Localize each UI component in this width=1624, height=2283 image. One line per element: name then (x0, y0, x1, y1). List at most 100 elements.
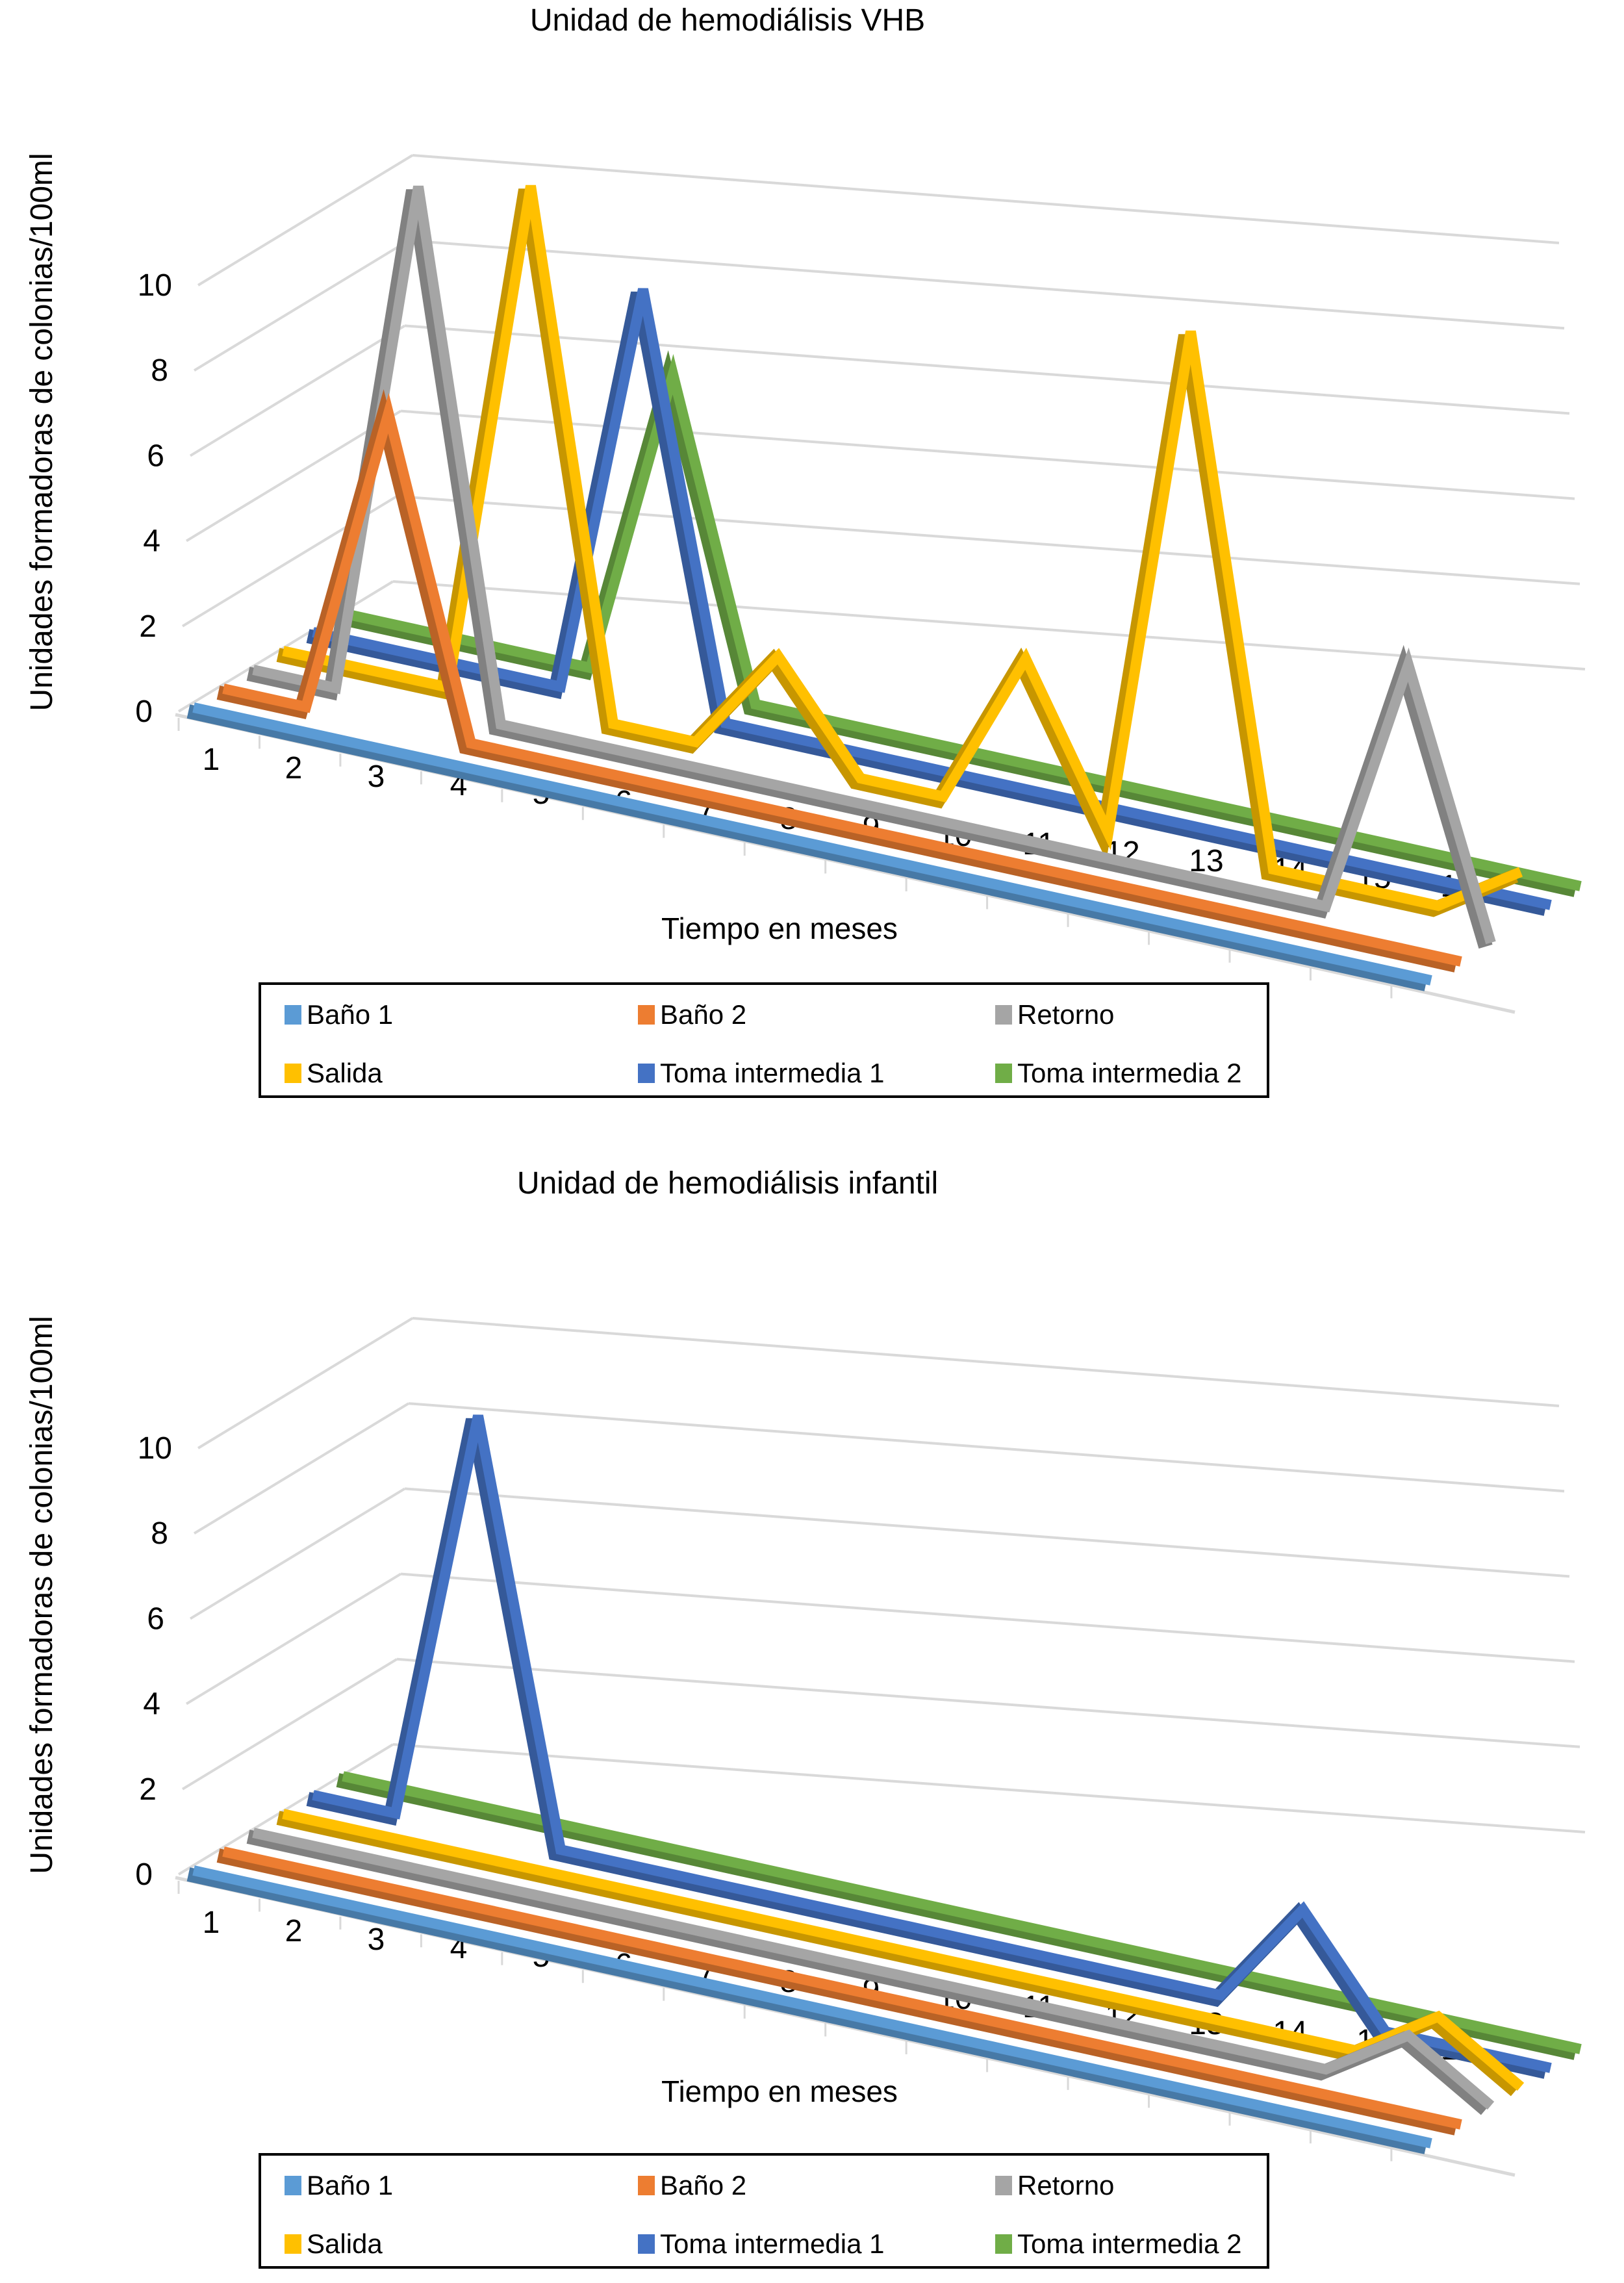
legend-label: Toma intermedia 2 (1017, 1058, 1242, 1088)
y-tick-label: 8 (151, 353, 168, 388)
series-line (222, 1846, 1462, 2130)
legend-label: Baño 2 (660, 999, 747, 1030)
gridline-back (400, 1572, 1575, 1663)
gridline-back (396, 1657, 1580, 1748)
legend: Baño 1 Baño 2 Retorno Salida Toma intermedia… (259, 2153, 1269, 2269)
gridline-side (193, 1402, 410, 1535)
y-tick-label: 6 (147, 1601, 164, 1636)
y-axis-title: Unidades formadoras de colonias/100ml (25, 153, 59, 711)
gridline-back (404, 324, 1570, 415)
series-line (282, 1809, 1525, 2091)
gridline-side (185, 409, 402, 542)
gridline-back (408, 239, 1565, 330)
legend-item: Baño 2 (638, 999, 746, 1030)
x-tick-label: 2 (285, 751, 303, 785)
chart-title: Unidad de hemodiálisis infantil (516, 1166, 939, 1201)
legend-swatch (995, 1064, 1012, 1083)
legend-label: Toma intermedia 1 (660, 1058, 885, 1088)
chart-vhb: Unidad de hemodiálisis VHB 0 2 4 6 8 10 1 2 3 4 5 6… (0, 0, 1624, 1117)
legend-item: Toma intermedia 2 (995, 2228, 1242, 2260)
gridline-back (404, 1487, 1570, 1578)
x-tick-label: 1 (203, 743, 220, 777)
legend-label: Toma intermedia 1 (660, 2228, 885, 2259)
legend-item: Toma intermedia 2 (995, 1058, 1242, 1089)
legend-item: Baño 2 (638, 2170, 746, 2201)
legend-label: Baño 2 (660, 2170, 747, 2200)
legend-item: Toma intermedia 1 (638, 1058, 885, 1089)
legend-swatch (638, 1064, 655, 1083)
legend-label: Baño 1 (307, 2170, 394, 2200)
gridline-back (408, 1402, 1565, 1493)
series-line (252, 185, 1496, 945)
legend-swatch (638, 2234, 655, 2254)
series-ba-o-1 (186, 1865, 1432, 2154)
chart-title: Unidad de hemodiálisis VHB (529, 3, 926, 38)
legend-item: Retorno (995, 2170, 1114, 2201)
series-ba-o-1 (186, 702, 1432, 991)
x-tick-label: 3 (368, 1922, 385, 1957)
gridline-side (193, 239, 410, 372)
series-ba-o-2 (216, 389, 1462, 973)
gridline-side (181, 1658, 398, 1791)
gridline-back (412, 1317, 1560, 1407)
gridline-back (400, 409, 1575, 500)
gridline-side (189, 324, 406, 457)
chart-infantil: Unidad de hemodiálisis infantil 0 2 4 6 8 10 1… (0, 1163, 1624, 2283)
y-tick-label: 2 (139, 1772, 157, 1807)
legend-swatch (638, 1005, 655, 1025)
legend-item: Baño 1 (285, 2170, 393, 2201)
legend-label: Toma intermedia 2 (1017, 2228, 1242, 2259)
series-retorno (246, 1828, 1495, 2115)
gridline-back (412, 154, 1560, 244)
series-line (252, 1828, 1495, 2110)
series-ba-o-2 (216, 1846, 1462, 2136)
x-tick-label: 1 (203, 1906, 220, 1940)
gridline-side (185, 1572, 402, 1705)
y-tick-label: 0 (135, 695, 153, 729)
series-line (222, 392, 1462, 967)
gridline-side (197, 1317, 414, 1449)
legend-swatch (638, 2176, 655, 2195)
legend-item: Baño 1 (285, 999, 393, 1030)
series-line (282, 185, 1523, 912)
gridline-side (197, 154, 414, 287)
legend: Baño 1 Baño 2 Retorno Salida Toma intermedia… (259, 982, 1269, 1098)
series-toma-intermedia-1 (306, 1414, 1552, 2079)
legend-item: Salida (285, 2228, 383, 2260)
y-tick-label: 8 (151, 1516, 168, 1551)
y-axis-title: Unidades formadoras de colonias/100ml (25, 1316, 59, 1874)
y-tick-label: 2 (139, 609, 157, 644)
y-tick-label: 10 (138, 268, 172, 303)
legend-swatch (285, 2176, 301, 2195)
legend-item: Salida (285, 1058, 383, 1089)
gridline-side (189, 1487, 406, 1620)
legend-swatch (285, 1064, 301, 1083)
y-tick-label: 0 (135, 1857, 153, 1892)
x-axis-title: Tiempo en meses (661, 912, 898, 945)
legend-label: Retorno (1017, 2170, 1115, 2200)
series-line-shadow (336, 350, 1577, 897)
y-tick-label: 4 (143, 524, 160, 559)
series-line (342, 353, 1582, 891)
legend-label: Retorno (1017, 999, 1115, 1030)
legend-swatch (995, 1005, 1012, 1025)
y-tick-label: 6 (147, 439, 164, 473)
legend-label: Baño 1 (307, 999, 394, 1030)
legend-swatch (995, 2176, 1012, 2195)
legend-swatch (285, 1005, 301, 1025)
legend-item: Toma intermedia 1 (638, 2228, 885, 2260)
gridline-back (392, 1743, 1586, 1833)
series-salida (276, 1809, 1525, 2097)
x-tick-label: 2 (285, 1914, 303, 1948)
legend-swatch (285, 2234, 301, 2254)
series-line-shadow (216, 389, 1458, 973)
y-tick-label: 10 (138, 1431, 172, 1466)
legend-label: Salida (307, 1058, 383, 1088)
y-tick-label: 4 (143, 1687, 160, 1722)
series-line (312, 1414, 1552, 2073)
legend-swatch (995, 2234, 1012, 2254)
series-line (192, 702, 1432, 986)
series-retorno (246, 185, 1496, 949)
x-tick-label: 3 (368, 759, 385, 794)
